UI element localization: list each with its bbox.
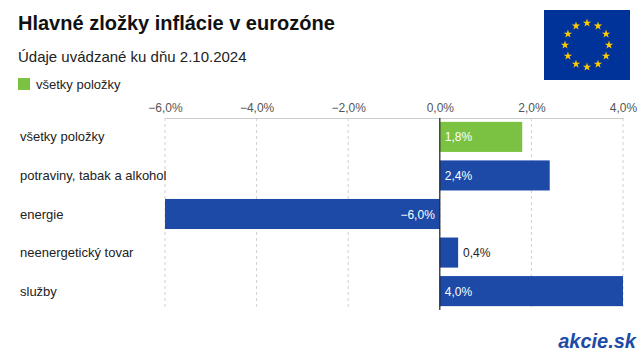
tick: 0,0% bbox=[427, 101, 455, 118]
legend-label: všetky položky bbox=[36, 77, 121, 92]
category-labels: všetky položky potraviny, tabak a alkohol… bbox=[20, 129, 167, 298]
tick: −6,0% bbox=[148, 101, 183, 118]
data-label: 2,4% bbox=[445, 169, 473, 183]
flag-star bbox=[572, 60, 580, 68]
category-label: služby bbox=[20, 284, 57, 299]
tick: −2,0% bbox=[332, 101, 367, 118]
category-label: všetky položky bbox=[20, 129, 105, 144]
flag-star bbox=[594, 22, 602, 30]
flag-star bbox=[605, 41, 613, 49]
tick: 2,0% bbox=[518, 101, 546, 118]
flag-star bbox=[564, 30, 572, 38]
tick-label: 4,0% bbox=[610, 101, 638, 115]
tick-label: −4,0% bbox=[240, 101, 275, 115]
tick-label: −6,0% bbox=[148, 101, 183, 115]
flag-star bbox=[561, 41, 569, 49]
tick: 4,0% bbox=[610, 101, 638, 118]
bar bbox=[440, 238, 458, 268]
data-labels: 1,8% 2,4% −6,0% 0,4% 4,0% bbox=[400, 130, 490, 298]
legend-swatch bbox=[18, 78, 30, 90]
flag bbox=[544, 10, 630, 80]
axis-line bbox=[166, 118, 624, 119]
flag-star bbox=[564, 52, 572, 60]
category-label: energie bbox=[20, 207, 63, 222]
data-label: −6,0% bbox=[400, 208, 435, 222]
x-axis: −6,0% −4,0% −2,0% 0,0% 2,0% 4,0% bbox=[148, 101, 637, 119]
bar bbox=[440, 276, 623, 306]
data-label: 1,8% bbox=[445, 130, 473, 144]
chart: Hlavné zložky inflácie v eurozóne Údaje u… bbox=[0, 0, 644, 358]
tick-label: 0,0% bbox=[427, 101, 455, 115]
bars bbox=[165, 122, 623, 306]
bar bbox=[440, 122, 522, 152]
tick-label: −2,0% bbox=[332, 101, 367, 115]
grid bbox=[165, 118, 623, 310]
tick: −4,0% bbox=[240, 101, 275, 118]
legend: všetky položky bbox=[18, 77, 121, 92]
flag-star bbox=[594, 60, 602, 68]
category-label: potraviny, tabak a alkohol bbox=[20, 168, 167, 183]
category-label: neenergetický tovar bbox=[20, 245, 134, 260]
data-label: 0,4% bbox=[463, 246, 491, 260]
tick-label: 2,0% bbox=[518, 101, 546, 115]
zero-line bbox=[439, 118, 440, 310]
flag-star bbox=[572, 22, 580, 30]
flag-star bbox=[583, 19, 591, 27]
data-label: 4,0% bbox=[445, 285, 473, 299]
flag-star bbox=[602, 30, 610, 38]
grid-line bbox=[439, 118, 440, 310]
subtitle: Údaje uvádzané ku dňu 2.10.2024 bbox=[18, 48, 247, 65]
flag-background bbox=[544, 10, 630, 80]
annotation: akcie.sk bbox=[558, 330, 637, 352]
flag-star bbox=[602, 52, 610, 60]
title: Hlavné zložky inflácie v eurozóne bbox=[18, 12, 335, 34]
flag-star bbox=[583, 63, 591, 71]
bar bbox=[440, 160, 550, 190]
bar bbox=[165, 199, 440, 229]
